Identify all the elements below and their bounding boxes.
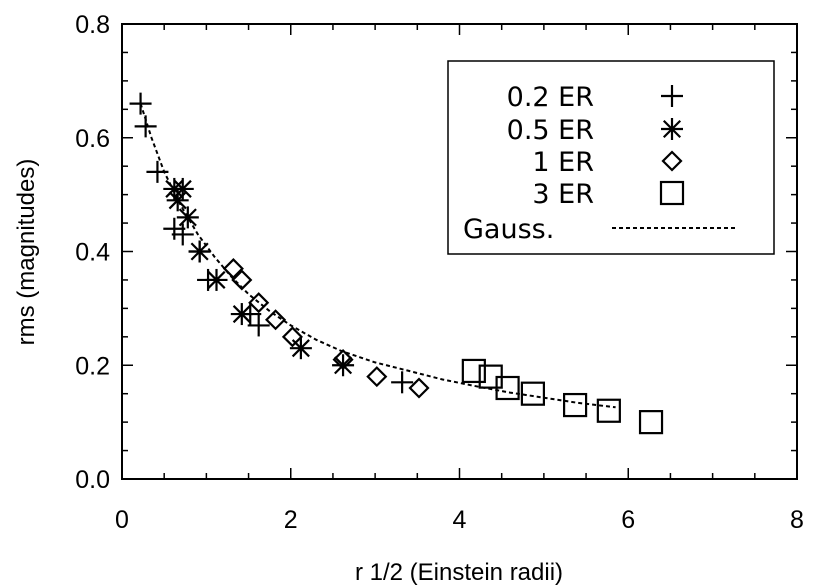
marker-3-er-point [495, 375, 520, 401]
marker-1-er-point [332, 349, 354, 371]
marker-0-2-er-point [134, 115, 157, 138]
legend-box [447, 60, 775, 255]
marker-3-er-point [596, 398, 621, 423]
axis-tick-labels: 0 2 4 6 8 0.0 0.2 0.4 0.6 0.8 [75, 11, 804, 534]
marker-0-5-er-point [230, 303, 253, 326]
y-axis-title: rms (magnitudes) [13, 159, 40, 346]
marker-0-5-er-point [171, 177, 194, 200]
marker-0-2-er-point [391, 371, 414, 394]
marker-1-er-point [231, 269, 253, 291]
marker-1-er-point [265, 309, 287, 331]
x-tick-label: 6 [621, 506, 635, 534]
marker-0-2-er-point [146, 160, 169, 183]
marker-0-5-er-point [188, 240, 211, 263]
marker-0-5-er-point [289, 337, 312, 360]
marker-0-2-er-point [171, 223, 194, 246]
legend-label-1-er: 1 ER [532, 147, 594, 178]
marker-0-5-er-point [205, 268, 228, 291]
marker-0-2-er-point [129, 92, 152, 115]
legend-symbol-3-er [659, 180, 685, 206]
data-markers [129, 92, 664, 435]
marker-0-5-er-point [332, 354, 355, 377]
marker-0-2-er-point [163, 217, 186, 240]
y-tick-label: 0.2 [75, 352, 110, 380]
legend-label-0-2-er: 0.2 ER [507, 82, 594, 113]
y-tick-label: 0.6 [75, 125, 110, 153]
x-tick-label: 4 [453, 506, 467, 534]
marker-1-er-point [408, 377, 430, 399]
gauss-series-line [139, 103, 616, 409]
marker-3-er-point [520, 381, 546, 406]
legend-label-gauss-: Gauss. [463, 214, 554, 245]
y-tick-label: 0.8 [75, 11, 110, 39]
legend-label-3-er: 3 ER [532, 179, 594, 210]
legend-symbol-0-5-er [661, 118, 683, 140]
x-axis-title: r 1/2 (Einstein radii) [355, 559, 563, 586]
marker-3-er-point [562, 392, 588, 418]
marker-3-er-point [638, 410, 664, 435]
marker-1-er-point [366, 366, 388, 388]
legend-symbol-0-2-er [661, 85, 683, 107]
legend-label-0-5-er: 0.5 ER [507, 115, 594, 146]
gauss-curve [139, 103, 616, 409]
marker-0-5-er-point [176, 206, 199, 229]
marker-1-er-point [222, 258, 244, 280]
axis-ticks [121, 23, 798, 480]
x-tick-label: 2 [284, 506, 298, 534]
x-tick-label: 0 [115, 506, 129, 534]
marker-1-er-point [248, 292, 270, 314]
y-tick-label: 0.0 [75, 466, 110, 494]
legend-symbol-1-er [661, 150, 683, 172]
marker-0-2-er-point [247, 314, 270, 337]
legend: 0.2 ER0.5 ER1 ER3 ER Gauss. [447, 60, 775, 255]
marker-1-er-point [281, 326, 303, 348]
x-tick-label: 8 [790, 506, 804, 534]
marker-3-er-point [461, 358, 486, 384]
y-tick-label: 0.4 [75, 239, 110, 267]
